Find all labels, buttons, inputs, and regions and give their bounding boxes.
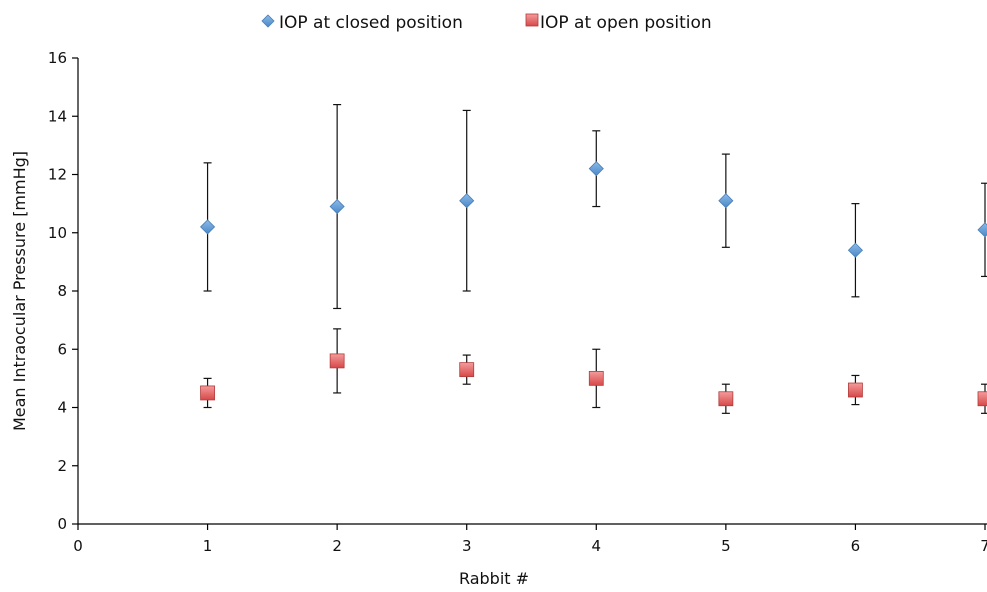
data-point-closed (200, 219, 216, 235)
legend-label-closed: IOP at closed position (279, 13, 463, 33)
data-point-closed (847, 242, 863, 258)
data-point-open (848, 382, 863, 398)
series-layer (200, 103, 987, 414)
y-tick-label: 14 (48, 107, 67, 125)
y-tick-label: 16 (48, 49, 67, 67)
x-tick-label: 3 (462, 537, 472, 555)
data-point-open (200, 385, 215, 401)
data-point-open (718, 391, 734, 407)
x-tick-label: 6 (851, 537, 861, 555)
y-tick-label: 8 (57, 282, 67, 300)
x-tick-label: 2 (332, 537, 342, 555)
y-tick-label: 10 (48, 224, 67, 242)
y-tick-label: 2 (57, 457, 67, 475)
y-tick-label: 12 (48, 166, 67, 184)
legend-item-closed: IOP at closed position (261, 13, 463, 33)
y-tick-label: 0 (57, 515, 67, 533)
data-point-closed (588, 161, 604, 177)
data-point-open (977, 391, 987, 407)
data-point-closed (977, 222, 987, 238)
data-point-open (329, 353, 345, 369)
data-point-closed (718, 193, 734, 209)
legend-square-marker (525, 13, 539, 27)
y-tick-label: 6 (57, 340, 67, 358)
legend: IOP at closed position IOP at open posit… (261, 13, 712, 33)
legend-diamond-marker (261, 14, 275, 28)
data-point-closed (459, 193, 475, 209)
x-axis-title: Rabbit # (459, 569, 529, 588)
y-axis-title: Mean Intraocular Pressure [mmHg] (10, 151, 29, 431)
y-axis-ticks: 0 2 4 6 8 10 12 14 16 (48, 49, 78, 533)
y-tick-label: 4 (57, 399, 67, 417)
data-point-closed (329, 198, 345, 215)
x-tick-label: 0 (73, 537, 83, 555)
legend-item-open: IOP at open position (525, 13, 712, 33)
x-tick-label: 1 (203, 537, 213, 555)
series-1 (200, 328, 987, 414)
data-point-open (588, 370, 604, 386)
x-tick-label: 5 (721, 537, 731, 555)
x-tick-label: 4 (592, 537, 602, 555)
legend-label-open: IOP at open position (540, 13, 712, 33)
x-axis-ticks: 0 1 2 3 4 5 6 7 (73, 524, 987, 555)
x-tick-label: 7 (980, 537, 987, 555)
data-point-open (459, 362, 475, 378)
series-0 (200, 103, 987, 310)
